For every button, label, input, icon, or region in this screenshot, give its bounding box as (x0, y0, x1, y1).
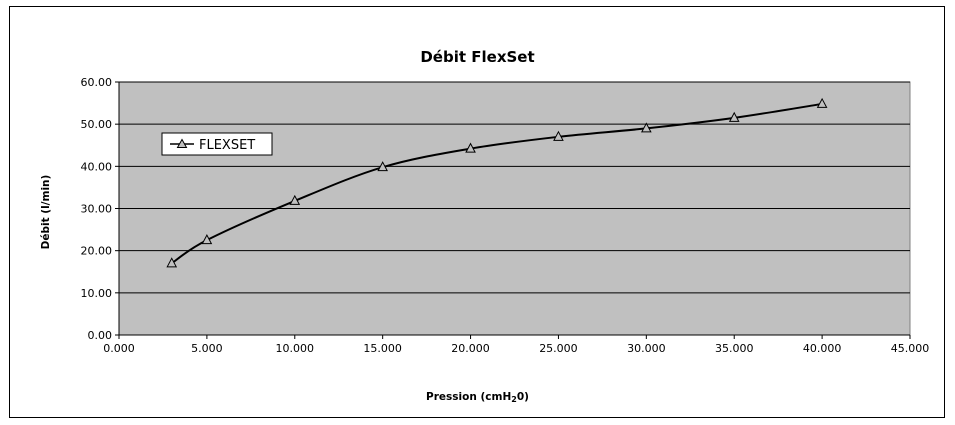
y-tick-label: 20.00 (81, 245, 113, 258)
data-point-marker (641, 122, 652, 133)
legend-marker-triangle-icon (176, 138, 188, 148)
x-tick-label: 10.000 (276, 342, 315, 355)
data-point-marker (728, 111, 740, 122)
axes (115, 81, 911, 339)
y-tick-labels: 0.00 10.00 20.00 30.00 40.00 50.00 60.00 (81, 76, 113, 342)
x-tick-label: 20.000 (451, 342, 490, 355)
x-tick-label: 40.000 (803, 342, 842, 355)
x-tick-label: 45.000 (891, 342, 930, 355)
series-layer (166, 97, 828, 268)
x-tick-label: 30.000 (627, 342, 666, 355)
x-tick-label: 25.000 (539, 342, 578, 355)
x-axis-title: Pression (cmH20) (426, 391, 529, 404)
data-point-marker (289, 194, 301, 205)
x-tick-labels: 0.000 5.000 10.000 15.000 20.000 25.000 30.000… (103, 342, 929, 355)
y-tick-label: 50.00 (81, 118, 113, 131)
data-point-marker (553, 130, 564, 141)
y-tick-label: 60.00 (81, 76, 113, 89)
x-tick-label: 15.000 (363, 342, 402, 355)
data-point-marker (377, 161, 388, 172)
legend: FLEXSET (161, 132, 273, 156)
data-point-marker (816, 97, 828, 108)
legend-label-flexset: FLEXSET (199, 138, 255, 153)
data-point-marker (166, 257, 178, 268)
data-point-marker (465, 142, 476, 153)
chart-title: Débit FlexSet (420, 48, 535, 66)
y-tick-label: 40.00 (81, 160, 113, 173)
x-tick-label: 5.000 (191, 342, 223, 355)
legend-box (161, 132, 273, 156)
y-tick-label: 30.00 (81, 203, 113, 216)
y-tick-label: 0.00 (88, 329, 113, 342)
y-tick-label: 10.00 (81, 287, 113, 300)
data-point-marker (201, 234, 213, 245)
x-tick-label: 0.000 (103, 342, 135, 355)
gridlines (119, 81, 910, 294)
x-tick-label: 35.000 (715, 342, 754, 355)
